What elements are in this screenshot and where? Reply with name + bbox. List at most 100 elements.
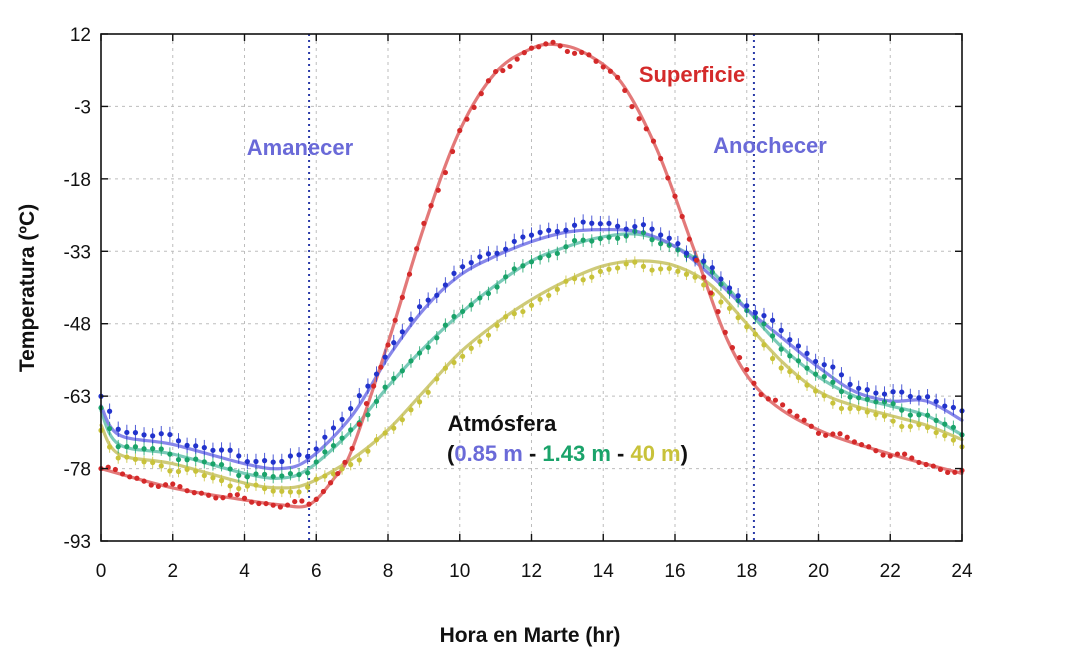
data-point-0-85m bbox=[546, 227, 552, 233]
data-point-1-43m bbox=[425, 344, 431, 350]
data-point-0-85m bbox=[494, 250, 500, 256]
data-point-0-85m bbox=[597, 221, 603, 227]
data-point-1-43m bbox=[124, 444, 130, 450]
data-point-0-85m bbox=[589, 220, 595, 226]
data-point-0-85m bbox=[666, 235, 672, 241]
data-point-0-85m bbox=[821, 362, 827, 368]
data-point-superficie bbox=[902, 451, 908, 457]
data-point-40m bbox=[167, 468, 173, 474]
data-point-1-43m bbox=[261, 471, 268, 477]
data-point-0-85m bbox=[391, 340, 397, 346]
data-point-1-43m bbox=[416, 350, 423, 356]
data-point-40m bbox=[563, 278, 569, 284]
data-point-0-85m bbox=[201, 445, 207, 451]
x-tick-label: 4 bbox=[239, 561, 250, 582]
data-point-superficie bbox=[758, 391, 764, 398]
data-point-0-85m bbox=[623, 226, 629, 232]
data-point-superficie bbox=[198, 490, 205, 496]
data-point-40m bbox=[434, 376, 440, 382]
data-point-0-85m bbox=[485, 251, 492, 257]
data-point-0-85m bbox=[503, 246, 509, 252]
y-tick-label: -33 bbox=[64, 242, 91, 263]
data-point-1-43m bbox=[520, 263, 526, 269]
data-point-1-43m bbox=[640, 230, 647, 236]
data-point-superficie bbox=[112, 466, 118, 473]
data-point-superficie bbox=[435, 187, 441, 193]
data-point-1-43m bbox=[184, 457, 190, 463]
data-point-1-43m bbox=[769, 333, 776, 339]
data-point-superficie bbox=[622, 87, 628, 94]
data-point-40m bbox=[339, 466, 345, 472]
data-point-superficie bbox=[421, 220, 427, 226]
data-point-40m bbox=[408, 407, 414, 413]
sunrise-label: Amanecer bbox=[247, 135, 354, 160]
data-point-40m bbox=[218, 477, 225, 484]
data-point-0-85m bbox=[124, 429, 130, 436]
data-point-1-43m bbox=[907, 412, 913, 418]
data-point-40m bbox=[348, 461, 354, 468]
data-point-superficie bbox=[844, 434, 850, 440]
data-point-1-43m bbox=[615, 235, 621, 241]
data-point-superficie bbox=[385, 342, 391, 348]
data-point-superficie bbox=[564, 48, 570, 55]
y-tick-label: -93 bbox=[64, 532, 91, 553]
data-point-superficie bbox=[751, 380, 757, 386]
data-point-0-85m bbox=[744, 303, 750, 309]
data-point-40m bbox=[881, 413, 888, 419]
series-line-0-85m bbox=[99, 227, 964, 471]
data-point-1-43m bbox=[201, 459, 207, 465]
data-point-superficie bbox=[184, 488, 190, 494]
data-point-0-85m bbox=[649, 226, 655, 232]
data-point-superficie bbox=[284, 502, 291, 508]
data-point-1-43m bbox=[649, 237, 655, 243]
data-point-superficie bbox=[945, 469, 951, 476]
data-point-40m bbox=[675, 268, 681, 274]
data-point-1-43m bbox=[270, 473, 276, 480]
series-line-40m bbox=[99, 259, 964, 490]
data-point-0-85m bbox=[606, 220, 612, 227]
data-point-superficie bbox=[815, 430, 822, 436]
data-point-0-85m bbox=[158, 431, 164, 437]
data-point-0-85m bbox=[856, 385, 862, 391]
data-point-1-43m bbox=[942, 421, 948, 427]
data-point-superficie bbox=[780, 402, 786, 408]
data-point-superficie bbox=[722, 329, 728, 335]
data-point-superficie bbox=[270, 502, 276, 508]
axis-ticks: 12-3-18-33-48-63-78-930 2 4 6 8 10 12 14 16 18 20 2… bbox=[64, 25, 973, 582]
data-point-40m bbox=[287, 489, 294, 495]
data-point-1-43m bbox=[348, 427, 354, 433]
data-point-40m bbox=[640, 263, 647, 270]
data-point-0-85m bbox=[933, 398, 939, 405]
data-point-1-43m bbox=[511, 266, 517, 272]
data-point-1-43m bbox=[606, 234, 612, 240]
data-point-0-85m bbox=[313, 446, 319, 452]
data-point-superficie bbox=[579, 49, 585, 56]
data-point-superficie bbox=[399, 294, 405, 300]
data-point-1-43m bbox=[218, 461, 225, 468]
data-point-superficie bbox=[952, 469, 958, 475]
data-point-40m bbox=[210, 475, 216, 481]
data-point-1-43m bbox=[296, 472, 302, 478]
data-point-40m bbox=[778, 365, 784, 371]
data-point-superficie bbox=[765, 396, 771, 402]
data-point-0-85m bbox=[813, 358, 819, 365]
data-point-40m bbox=[907, 423, 913, 429]
data-point-0-85m bbox=[709, 265, 715, 271]
data-point-40m bbox=[305, 484, 311, 490]
data-point-superficie bbox=[328, 480, 334, 486]
data-point-0-85m bbox=[184, 442, 190, 448]
data-point-superficie bbox=[148, 482, 154, 488]
data-point-40m bbox=[804, 382, 810, 388]
data-point-1-43m bbox=[399, 368, 405, 374]
data-point-40m bbox=[365, 448, 371, 454]
data-point-0-85m bbox=[330, 425, 337, 431]
data-point-1-43m bbox=[787, 353, 793, 359]
data-point-superficie bbox=[406, 271, 413, 277]
data-point-superficie bbox=[256, 500, 262, 507]
data-point-1-43m bbox=[382, 384, 388, 390]
data-point-40m bbox=[950, 437, 956, 443]
series-points bbox=[98, 39, 965, 510]
data-point-superficie bbox=[155, 483, 161, 490]
data-point-superficie bbox=[650, 138, 657, 144]
data-point-0-85m bbox=[451, 270, 457, 276]
